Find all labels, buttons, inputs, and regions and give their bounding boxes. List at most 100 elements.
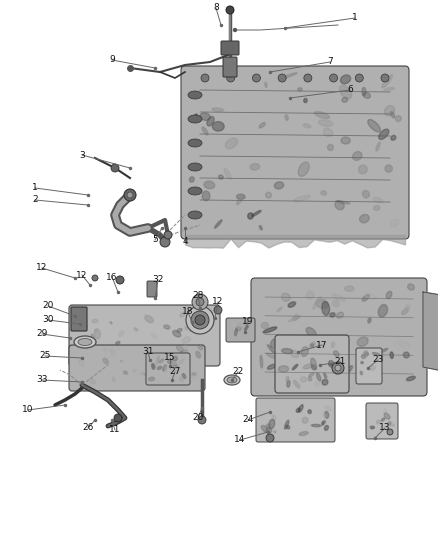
Ellipse shape [364,351,368,357]
Ellipse shape [284,420,289,429]
Ellipse shape [317,373,321,381]
Ellipse shape [306,327,316,337]
Ellipse shape [325,411,328,418]
Text: 9: 9 [109,55,115,64]
Ellipse shape [390,352,393,359]
Circle shape [111,164,119,172]
Ellipse shape [265,192,272,198]
FancyBboxPatch shape [366,403,398,439]
Ellipse shape [177,345,183,352]
Text: 15: 15 [164,353,176,362]
Ellipse shape [361,361,364,364]
Circle shape [233,28,237,31]
Circle shape [266,434,274,442]
Ellipse shape [236,327,241,331]
Ellipse shape [138,367,140,369]
Ellipse shape [92,319,98,323]
Ellipse shape [268,364,276,369]
Ellipse shape [388,422,391,425]
Ellipse shape [382,75,392,88]
Ellipse shape [270,338,281,348]
Ellipse shape [212,108,224,111]
Ellipse shape [177,328,182,332]
Ellipse shape [116,341,120,344]
Ellipse shape [315,382,320,386]
Ellipse shape [309,373,314,377]
Ellipse shape [215,220,222,228]
Circle shape [195,315,205,325]
Ellipse shape [296,408,300,413]
Ellipse shape [261,322,268,329]
Ellipse shape [298,88,302,91]
Circle shape [329,74,338,82]
Ellipse shape [293,380,300,388]
Ellipse shape [293,314,298,321]
Ellipse shape [206,312,210,317]
Ellipse shape [242,323,244,329]
Circle shape [387,429,393,435]
Ellipse shape [152,334,157,338]
FancyBboxPatch shape [223,57,237,77]
Ellipse shape [370,426,374,429]
Text: 29: 29 [36,329,48,338]
Ellipse shape [373,197,383,203]
Ellipse shape [298,405,303,412]
Ellipse shape [188,139,202,147]
Text: 4: 4 [182,238,188,246]
Ellipse shape [183,379,190,384]
Ellipse shape [180,312,185,317]
Ellipse shape [198,344,203,350]
Ellipse shape [179,376,181,378]
Ellipse shape [103,349,107,351]
Circle shape [191,311,209,329]
Ellipse shape [282,349,293,354]
Ellipse shape [314,376,319,382]
Ellipse shape [176,371,180,374]
Ellipse shape [188,91,202,99]
Ellipse shape [308,377,312,381]
Ellipse shape [314,111,329,119]
Ellipse shape [335,371,338,375]
Ellipse shape [322,302,330,316]
Ellipse shape [288,316,301,322]
Ellipse shape [173,357,177,361]
Ellipse shape [294,337,300,342]
Circle shape [127,192,133,198]
Ellipse shape [148,377,155,381]
Text: 19: 19 [242,318,254,327]
Ellipse shape [307,291,314,300]
Text: 10: 10 [22,406,34,415]
Ellipse shape [196,351,201,358]
Ellipse shape [342,98,348,102]
Ellipse shape [396,116,401,122]
Circle shape [332,362,344,374]
Ellipse shape [134,328,138,331]
Text: 6: 6 [347,85,353,94]
Ellipse shape [285,115,288,120]
Ellipse shape [384,409,387,413]
Circle shape [355,74,363,82]
Ellipse shape [362,295,369,301]
Ellipse shape [195,318,201,326]
Text: 22: 22 [233,367,244,376]
Ellipse shape [323,128,333,136]
Ellipse shape [244,326,248,330]
Ellipse shape [340,75,350,84]
Ellipse shape [341,137,350,144]
Ellipse shape [357,337,368,346]
Ellipse shape [103,358,109,364]
Ellipse shape [204,181,215,189]
Text: 13: 13 [379,424,391,432]
Ellipse shape [311,358,317,369]
Ellipse shape [293,354,298,358]
Ellipse shape [266,427,272,433]
Ellipse shape [227,377,237,383]
Ellipse shape [360,214,369,223]
Ellipse shape [371,426,374,429]
Ellipse shape [182,374,186,378]
Ellipse shape [368,318,371,323]
Ellipse shape [265,82,267,87]
Circle shape [304,74,312,82]
Text: 16: 16 [106,272,118,281]
Ellipse shape [263,327,277,333]
